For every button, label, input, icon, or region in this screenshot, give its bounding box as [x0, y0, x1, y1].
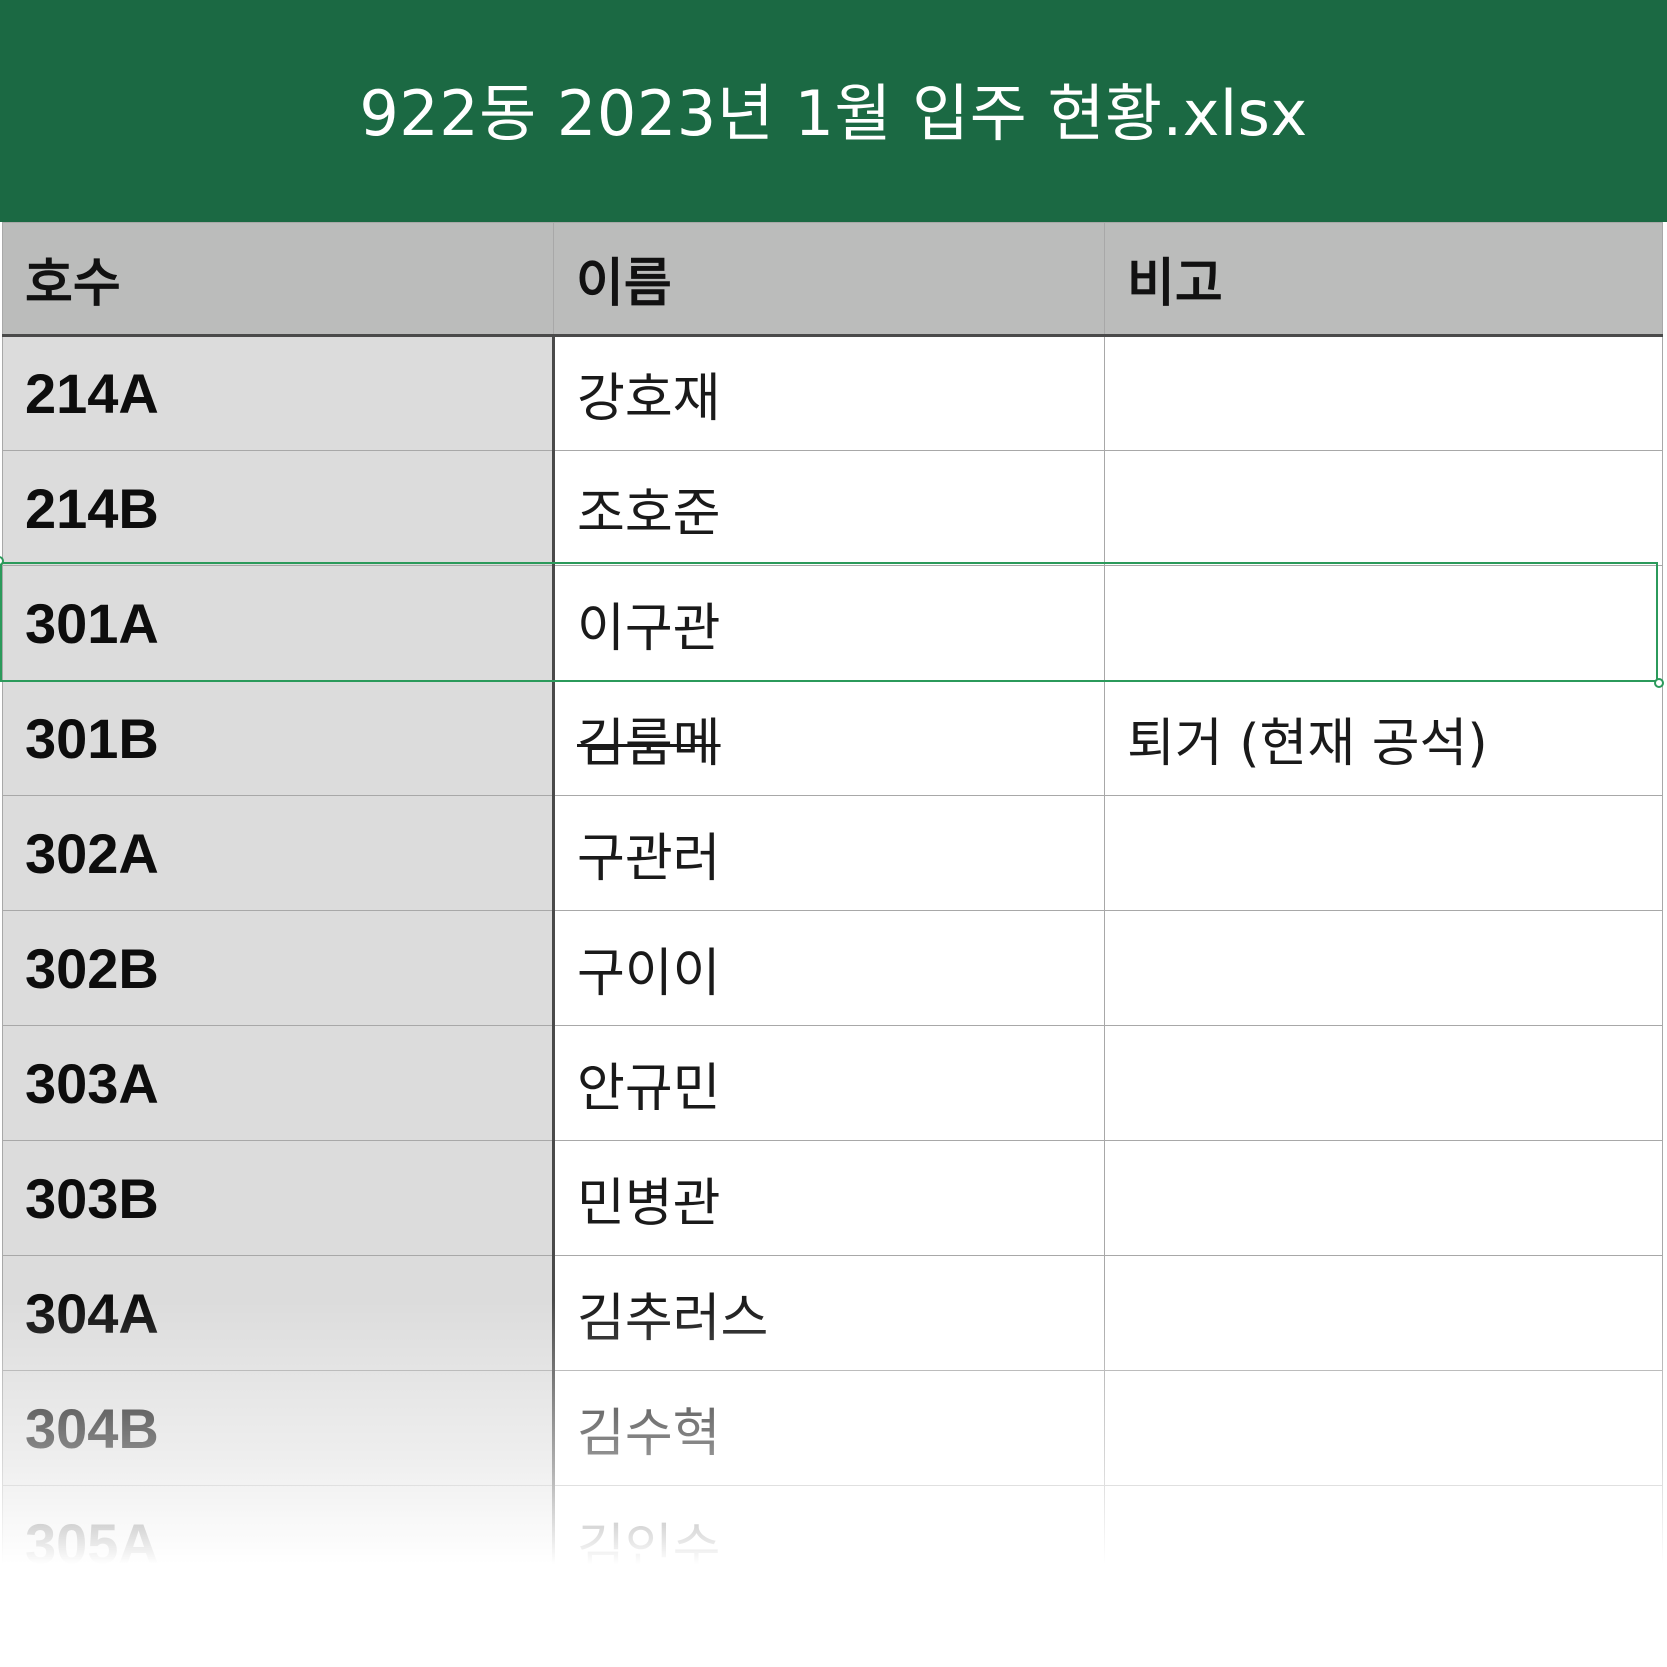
note-cell[interactable] [1104, 450, 1663, 566]
name-cell[interactable]: 민병관 [552, 1140, 1105, 1256]
selection-handle-bottom-right[interactable] [1654, 678, 1664, 688]
unit-cell[interactable]: 214A [2, 335, 554, 451]
note-cell[interactable] [1104, 335, 1663, 451]
unit-cell[interactable]: 303A [2, 1025, 554, 1141]
note-cell[interactable] [1104, 795, 1663, 911]
column-header-name[interactable]: 이름 [553, 222, 1105, 337]
table-row: 304A 김추러스 [2, 1255, 1663, 1371]
unit-cell[interactable]: 302A [2, 795, 554, 911]
name-cell[interactable]: 강호재 [552, 335, 1105, 451]
note-cell[interactable] [1104, 1140, 1663, 1256]
note-cell[interactable] [1104, 1255, 1663, 1371]
note-cell[interactable] [1104, 1025, 1663, 1141]
column-header-unit[interactable]: 호수 [2, 222, 554, 337]
selection-handle-top-left[interactable] [0, 556, 4, 566]
unit-cell[interactable]: 302B [2, 910, 554, 1026]
name-cell[interactable]: 구이이 [552, 910, 1105, 1026]
unit-cell[interactable]: 303B [2, 1140, 554, 1256]
name-cell[interactable]: 구관러 [552, 795, 1105, 911]
table-row: 305A 김인수 [2, 1485, 1663, 1601]
struck-name-text: 김룸메 [577, 713, 721, 774]
table-row: 302A 구관러 [2, 795, 1663, 911]
unit-cell[interactable]: 305A [2, 1485, 554, 1601]
header-row: 호수 이름 비고 [2, 222, 1663, 337]
title-bar: 922동 2023년 1월 입주 현황.xlsx [0, 0, 1667, 222]
name-cell-struck[interactable]: 김룸메 [552, 680, 1105, 796]
table-row: 303A 안규민 [2, 1025, 1663, 1141]
unit-cell[interactable]: 301A [2, 565, 554, 681]
note-cell[interactable] [1104, 1370, 1663, 1486]
unit-cell[interactable]: 304A [2, 1255, 554, 1371]
unit-cell[interactable]: 301B [2, 680, 554, 796]
column-header-note[interactable]: 비고 [1104, 222, 1663, 337]
note-cell[interactable]: 퇴거 (현재 공석) [1104, 680, 1663, 796]
unit-cell[interactable]: 214B [2, 450, 554, 566]
data-table: 호수 이름 비고 214A 강호재 214B 조호준 301A 이구관 [2, 222, 1663, 1601]
name-cell[interactable]: 조호준 [552, 450, 1105, 566]
name-cell[interactable]: 김인수 [552, 1485, 1105, 1601]
table-row: 304B 김수혁 [2, 1370, 1663, 1486]
note-cell[interactable] [1104, 565, 1663, 681]
name-cell[interactable]: 안규민 [552, 1025, 1105, 1141]
note-cell[interactable] [1104, 910, 1663, 1026]
name-cell[interactable]: 김추러스 [552, 1255, 1105, 1371]
name-cell[interactable]: 이구관 [552, 565, 1105, 681]
table-row-selected: 301A 이구관 [2, 565, 1663, 681]
note-cell[interactable] [1104, 1485, 1663, 1601]
table-row: 303B 민병관 [2, 1140, 1663, 1256]
table-row: 302B 구이이 [2, 910, 1663, 1026]
name-cell[interactable]: 김수혁 [552, 1370, 1105, 1486]
table-row: 301B 김룸메 퇴거 (현재 공석) [2, 680, 1663, 796]
table-row: 214A 강호재 [2, 335, 1663, 451]
file-title: 922동 2023년 1월 입주 현황.xlsx [359, 77, 1308, 150]
table-row: 214B 조호준 [2, 450, 1663, 566]
spreadsheet[interactable]: 호수 이름 비고 214A 강호재 214B 조호준 301A 이구관 [2, 222, 1663, 1667]
unit-cell[interactable]: 304B [2, 1370, 554, 1486]
